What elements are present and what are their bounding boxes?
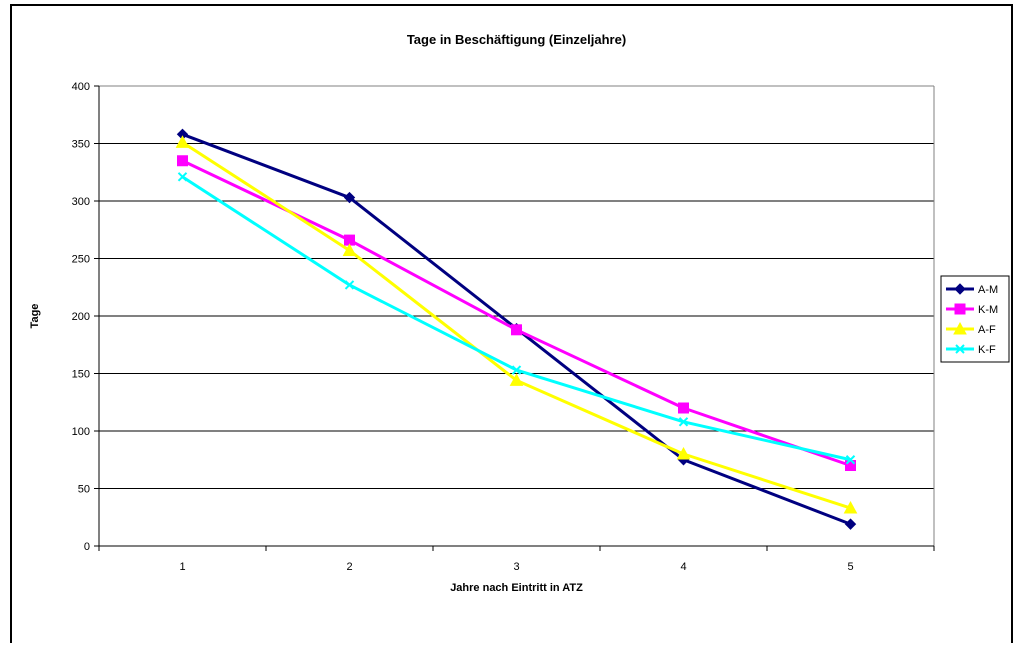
data-point [511, 324, 522, 336]
x-tick-label: 2 [346, 561, 352, 573]
legend-entry: A-F [946, 321, 996, 336]
legend: A-M K-M A-F K-F [940, 275, 1010, 363]
series-A-F [175, 135, 858, 514]
legend-label: A-F [978, 324, 996, 336]
chart-frame: Tage in Beschäftigung (Einzeljahre) 0 50 1… [10, 4, 1013, 643]
data-point [342, 243, 357, 256]
data-point [175, 135, 190, 148]
x-tick-label: 5 [847, 561, 853, 573]
legend-marker [954, 283, 966, 295]
legend-marker [955, 344, 965, 354]
y-tick-label: 200 [72, 311, 90, 323]
data-point [343, 191, 356, 204]
data-point [177, 172, 188, 182]
x-tick-label: 1 [179, 561, 185, 573]
gridlines [99, 85, 934, 489]
legend-entry: A-M [946, 283, 998, 296]
legend-marker [953, 321, 967, 335]
y-tick-label: 150 [72, 369, 90, 381]
data-point [676, 446, 691, 460]
legend-label: A-M [978, 284, 998, 296]
series-K-F [177, 172, 856, 465]
data-point [509, 373, 524, 386]
legend-marker [954, 303, 966, 315]
data-point [844, 518, 857, 530]
data-point [177, 155, 188, 167]
y-tick-label: 400 [72, 81, 90, 93]
y-axis-ticks: 0 50 100 150 200 250 300 350 400 [72, 81, 99, 553]
data-point [511, 365, 522, 375]
axes [98, 85, 935, 547]
series-line [181, 175, 851, 462]
legend-label: K-F [978, 344, 996, 356]
x-axis-title: Jahre nach Eintritt in ATZ [450, 582, 583, 594]
y-tick-label: 50 [78, 484, 90, 496]
y-tick-label: 300 [72, 196, 90, 208]
y-tick-label: 100 [72, 426, 90, 438]
legend-label: K-M [978, 304, 998, 316]
series-K-M [177, 155, 856, 471]
data-point [678, 417, 689, 427]
x-tick-label: 3 [513, 561, 519, 573]
y-tick-label: 250 [72, 254, 90, 266]
legend-entry: K-M [946, 303, 998, 316]
x-axis-ticks: 1 2 3 4 5 [98, 546, 935, 573]
legend-entry: K-F [946, 344, 996, 356]
x-tick-label: 4 [680, 561, 686, 573]
y-tick-label: 0 [84, 541, 90, 553]
data-point [845, 455, 856, 465]
y-tick-label: 350 [72, 139, 90, 151]
series-layer [175, 128, 858, 530]
chart-title: Tage in Beschäftigung (Einzeljahre) [407, 32, 626, 47]
data-point [344, 280, 355, 290]
data-point [843, 501, 858, 514]
y-axis-title: Tage [29, 304, 41, 329]
data-point [678, 402, 689, 414]
line-chart: Tage in Beschäftigung (Einzeljahre) 0 50 1… [29, 32, 1010, 594]
